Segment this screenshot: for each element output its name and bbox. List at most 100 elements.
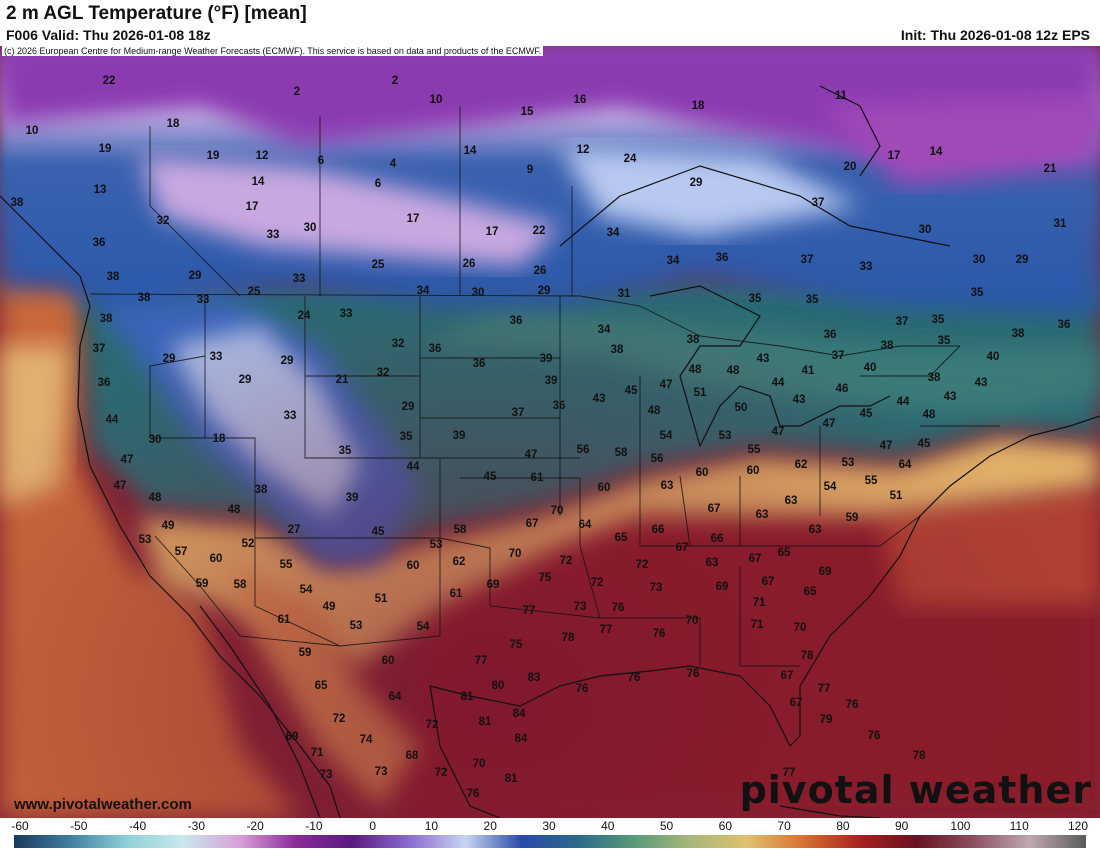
temperature-label: 78 — [912, 750, 926, 762]
temperature-label: 43 — [974, 377, 988, 389]
colorbar-tick: -10 — [305, 819, 323, 833]
temperature-label: 46 — [835, 383, 849, 395]
temperature-label: 49 — [322, 601, 336, 613]
temperature-label: 18 — [691, 100, 705, 112]
temperature-label: 76 — [611, 602, 625, 614]
temperature-label: 51 — [693, 387, 707, 399]
temperature-label: 43 — [592, 393, 606, 405]
colorbar-tick: 70 — [777, 819, 791, 833]
temperature-label: 81 — [478, 716, 492, 728]
temperature-label: 79 — [819, 714, 833, 726]
temperature-label: 71 — [752, 597, 766, 609]
colorbar-tick: 80 — [836, 819, 850, 833]
temperature-label: 54 — [823, 481, 837, 493]
temperature-label: 33 — [196, 294, 210, 306]
temperature-label: 47 — [771, 426, 785, 438]
temperature-label: 10 — [25, 125, 39, 137]
colorbar-tick: 110 — [1009, 819, 1029, 833]
temperature-label: 45 — [859, 408, 873, 420]
temperature-label: 17 — [887, 150, 901, 162]
temperature-map[interactable]: 22 2 2 10 16 18 10 18 15 11 19 19 12 6 4 14 9 12 24 20 17 14 2… — [0, 46, 1100, 818]
temperature-label: 29 — [401, 401, 415, 413]
colorbar-tick: 40 — [601, 819, 615, 833]
temperature-label: 75 — [509, 639, 523, 651]
temperature-label: 39 — [452, 430, 466, 442]
temperature-label: 76 — [686, 668, 700, 680]
temperature-label: 67 — [675, 542, 689, 554]
temperature-label: 67 — [748, 553, 762, 565]
temperature-label: 44 — [896, 396, 910, 408]
temperature-label: 40 — [863, 362, 877, 374]
temperature-label: 72 — [434, 767, 448, 779]
temperature-label: 66 — [710, 533, 724, 545]
temperature-label: 60 — [209, 553, 223, 565]
temperature-label: 62 — [452, 556, 466, 568]
temperature-label: 12 — [255, 150, 269, 162]
temperature-label: 61 — [449, 588, 463, 600]
temperature-label: 74 — [359, 734, 373, 746]
temperature-label: 31 — [1053, 218, 1067, 230]
temperature-label: 65 — [803, 586, 817, 598]
temperature-label: 64 — [578, 519, 592, 531]
colorbar-tick: 0 — [369, 819, 376, 833]
colorbar-tick: 50 — [659, 819, 674, 833]
temperature-label: 17 — [245, 201, 259, 213]
temperature-label: 33 — [209, 351, 223, 363]
temperature-label: 34 — [416, 285, 430, 297]
temperature-label: 11 — [834, 90, 848, 102]
temperature-label: 27 — [287, 524, 301, 536]
temperature-label: 59 — [195, 578, 209, 590]
temperature-label: 55 — [864, 475, 878, 487]
temperature-label: 30 — [471, 287, 485, 299]
temperature-label: 34 — [666, 255, 680, 267]
temperature-label: 48 — [647, 405, 661, 417]
valid-time: F006 Valid: Thu 2026-01-08 18z — [6, 27, 211, 43]
temperature-label: 36 — [428, 343, 442, 355]
temperature-label: 22 — [102, 75, 116, 87]
temperature-label: 70 — [472, 758, 486, 770]
temperature-label: 16 — [573, 94, 587, 106]
temperature-label: 33 — [339, 308, 353, 320]
temperature-label: 73 — [649, 582, 663, 594]
temperature-label: 76 — [845, 699, 859, 711]
temperature-label: 78 — [561, 632, 575, 644]
temperature-label: 35 — [399, 431, 413, 443]
temperature-label: 56 — [650, 453, 664, 465]
temperature-label: 35 — [338, 445, 352, 457]
temperature-label: 84 — [514, 733, 528, 745]
temperature-label: 65 — [777, 547, 791, 559]
site-url[interactable]: www.pivotalweather.com — [14, 796, 192, 813]
temperature-label: 60 — [381, 655, 395, 667]
temperature-label: 33 — [292, 273, 306, 285]
temperature-label: 29 — [1015, 254, 1029, 266]
temperature-label: 76 — [466, 788, 480, 800]
temperature-label: 62 — [794, 459, 808, 471]
temperature-label: 77 — [599, 624, 613, 636]
temperature-label: 37 — [800, 254, 814, 266]
temperature-label: 17 — [485, 226, 499, 238]
temperature-label: 52 — [241, 538, 255, 550]
temperature-label: 6 — [317, 155, 325, 167]
temperature-label: 14 — [929, 146, 943, 158]
temperature-label: 77 — [522, 605, 536, 617]
temperature-label: 71 — [750, 619, 764, 631]
temperature-label: 38 — [99, 313, 113, 325]
colorbar-tick: 10 — [424, 819, 439, 833]
temperature-label: 21 — [335, 374, 349, 386]
temperature-label: 18 — [212, 433, 226, 445]
temperature-label: 69 — [715, 581, 729, 593]
map-title: 2 m AGL Temperature (°F) [mean] — [6, 3, 307, 24]
temperature-label: 60 — [695, 467, 709, 479]
temperature-label: 63 — [660, 480, 674, 492]
temperature-label: 47 — [524, 449, 538, 461]
temperature-label: 37 — [511, 407, 525, 419]
temperature-label: 15 — [520, 106, 534, 118]
temperature-label: 13 — [93, 184, 107, 196]
temperature-label: 45 — [483, 471, 497, 483]
temperature-label: 36 — [1057, 319, 1071, 331]
temperature-label: 75 — [538, 572, 552, 584]
colorbar-tick: -60 — [11, 819, 29, 833]
temperature-label: 43 — [792, 394, 806, 406]
init-time: Init: Thu 2026-01-08 12z EPS — [900, 27, 1090, 43]
temperature-label: 64 — [898, 459, 912, 471]
